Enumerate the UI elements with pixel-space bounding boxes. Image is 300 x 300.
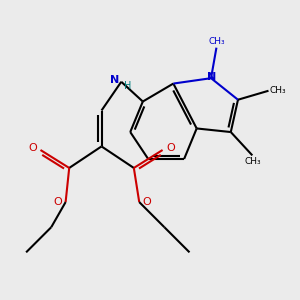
Text: O: O	[53, 197, 62, 207]
Text: CH₃: CH₃	[209, 37, 226, 46]
Text: N: N	[110, 75, 119, 85]
Text: CH₃: CH₃	[269, 86, 286, 95]
Text: CH₃: CH₃	[245, 157, 261, 166]
Text: O: O	[143, 197, 152, 207]
Text: O: O	[28, 143, 37, 153]
Text: H: H	[124, 81, 131, 91]
Text: N: N	[207, 73, 216, 82]
Text: O: O	[166, 143, 175, 153]
